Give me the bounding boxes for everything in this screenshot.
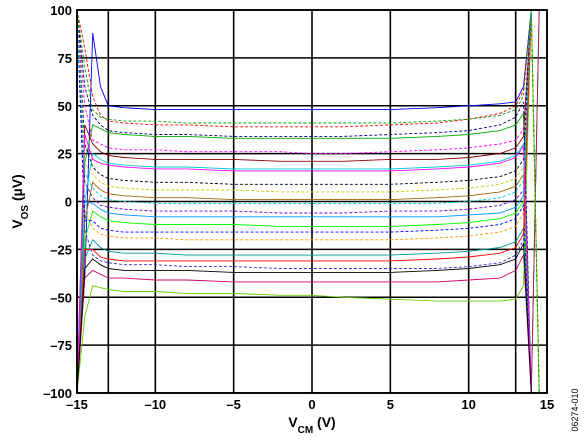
data-series-line <box>77 10 547 214</box>
data-series-line <box>77 10 547 155</box>
data-series-line <box>77 134 547 393</box>
data-series-line <box>77 10 547 393</box>
y-tick-label: –50 <box>50 290 72 305</box>
x-tick-label: –10 <box>144 397 166 412</box>
data-series-line <box>77 241 547 393</box>
x-tick-label: 15 <box>540 397 554 412</box>
x-tick-label: –5 <box>226 397 240 412</box>
data-series-line <box>77 10 547 393</box>
data-series-line <box>77 10 547 393</box>
y-axis-label: VOS (µV) <box>9 174 31 228</box>
y-tick-label: 0 <box>65 195 72 210</box>
plot-border <box>76 9 548 394</box>
data-series-line <box>77 173 547 393</box>
plot-frame <box>76 9 548 394</box>
data-series-line <box>77 10 547 393</box>
y-axis-ticks: –100 –75 –50 –25 0 25 50 75 100 <box>43 3 72 401</box>
data-series-line <box>77 10 547 393</box>
y-tick-label: –75 <box>50 338 72 353</box>
y-tick-label: 50 <box>58 99 72 114</box>
y-tick-label: –100 <box>43 386 72 401</box>
data-series-line <box>77 10 547 393</box>
data-series-line <box>77 10 547 393</box>
x-axis-ticks: –15 –10 –5 0 5 10 15 <box>66 397 554 412</box>
figure-id-label: 06274-010 <box>570 388 580 431</box>
x-tick-label: 10 <box>461 397 475 412</box>
data-series-line <box>77 10 547 269</box>
x-axis-label: VCM (V) <box>288 414 335 436</box>
y-tick-label: 25 <box>58 147 72 162</box>
x-tick-label: –15 <box>66 397 88 412</box>
y-tick-label: 100 <box>50 3 72 18</box>
x-tick-label: 5 <box>387 397 394 412</box>
data-series-line <box>77 226 547 393</box>
x-tick-label: 0 <box>308 397 315 412</box>
axis-labels: VCM (V) VOS (µV) 06274-010 <box>9 174 580 435</box>
series-layer <box>77 10 547 393</box>
data-series-line <box>77 10 547 393</box>
data-series-line <box>77 10 547 393</box>
data-series-line <box>77 10 547 393</box>
data-series-line <box>77 10 547 393</box>
data-series-line <box>77 10 547 393</box>
y-tick-label: –25 <box>50 242 72 257</box>
data-series-line <box>77 10 547 393</box>
y-tick-label: 75 <box>58 51 72 66</box>
data-series-line <box>77 111 547 393</box>
data-series-line <box>77 10 547 393</box>
